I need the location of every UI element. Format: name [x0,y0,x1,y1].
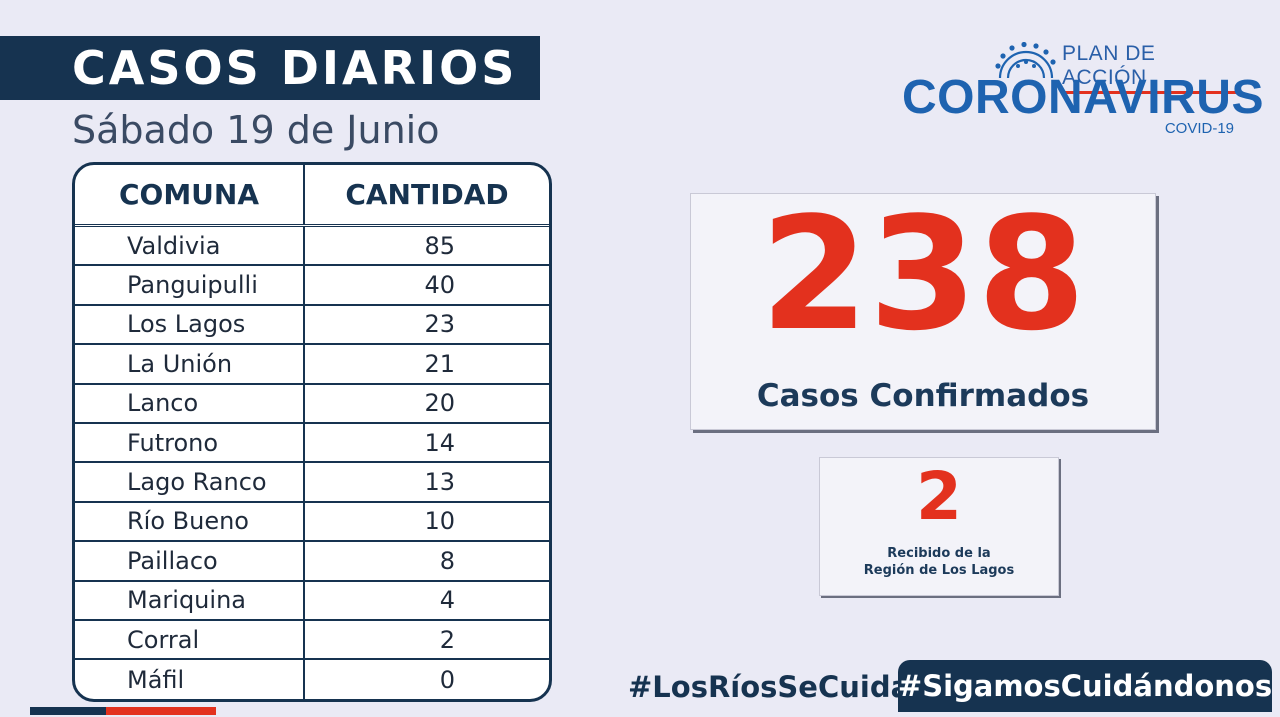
page-title: CASOS DIARIOS [72,41,518,95]
cantidad-cell: 10 [424,507,455,536]
cantidad-cell: 8 [439,546,455,575]
received-cases-number: 2 [916,458,962,535]
cases-table: COMUNA CANTIDAD Valdivia 85 Panguipulli 40 L… [72,162,552,702]
coronavirus-logo: PLAN DE ACCIÓN CORONAVIRUS COVID-19 [900,34,1263,144]
total-cases-number: 238 [760,183,1086,365]
logo-sub-text: COVID-19 [1164,120,1234,137]
hashtag-sigamos-box: #SigamosCuidándonos [898,660,1272,712]
comuna-cell: Lanco [75,384,305,422]
table-row: Futrono 14 [75,423,549,464]
red-bar [106,707,216,715]
comuna-cell: Lago Ranco [75,463,305,501]
hashtag-sigamos: #SigamosCuidándonos [897,669,1273,703]
table-row: Lago Ranco 13 [75,463,549,503]
received-cases-label: Recibido de la Región de Los Lagos [820,546,1058,580]
received-label-line1: Recibido de la [887,546,991,561]
column-header-comuna: COMUNA [75,165,305,224]
blue-bar [30,707,106,715]
cantidad-cell: 40 [424,271,455,300]
received-cases-card: 2 Recibido de la Región de Los Lagos [819,457,1059,596]
table-row: La Unión 21 [75,345,549,385]
comuna-cell: La Unión [75,345,305,383]
comuna-cell: Valdivia [75,227,305,265]
cantidad-cell: 20 [424,389,455,418]
table-body: Valdivia 85 Panguipulli 40 Los Lagos 23 La Uni… [75,227,549,699]
virus-icon [994,41,1058,84]
cantidad-cell: 2 [439,625,455,654]
comuna-cell: Paillaco [75,542,305,580]
comuna-cell: Máfil [75,660,305,699]
cantidad-cell: 4 [439,586,455,615]
cantidad-cell: 23 [424,310,455,339]
table-row: Mariquina 4 [75,581,549,621]
logo-plan-text: PLAN DE ACCIÓN [1062,42,1240,94]
comuna-cell: Río Bueno [75,502,305,541]
cantidad-cell: 0 [439,665,455,694]
comuna-cell: Los Lagos [75,305,305,344]
table-row: Máfil 0 [75,660,549,699]
logo-top-row: PLAN DE ACCIÓN [994,41,1240,94]
logo-main-text: CORONAVIRUS [902,71,1264,124]
cantidad-cell: 14 [424,428,455,457]
table-row: Lanco 20 [75,384,549,424]
total-cases-card: 238 Casos Confirmados [690,193,1156,430]
cantidad-cell: 21 [424,349,455,378]
table-row: Río Bueno 10 [75,502,549,543]
table-row: Valdivia 85 [75,227,549,267]
table-row: Los Lagos 23 [75,305,549,346]
table-row: Corral 2 [75,620,549,661]
comuna-cell: Mariquina [75,581,305,619]
table-row: Paillaco 8 [75,542,549,582]
received-label-line2: Región de Los Lagos [863,562,1015,578]
cantidad-cell: 13 [424,468,455,497]
column-header-cantidad: CANTIDAD [345,178,509,211]
date-subtitle: Sábado 19 de Junio [72,108,440,152]
comuna-cell: Corral [75,620,305,659]
title-banner: CASOS DIARIOS [0,36,540,100]
comuna-cell: Panguipulli [75,266,305,304]
table-header: COMUNA CANTIDAD [75,165,549,227]
hashtag-los-rios: #LosRíosSeCuida [628,670,911,704]
table-row: Panguipulli 40 [75,266,549,306]
comuna-cell: Futrono [75,423,305,462]
cantidad-cell: 85 [424,231,455,260]
total-cases-label: Casos Confirmados [756,378,1090,414]
